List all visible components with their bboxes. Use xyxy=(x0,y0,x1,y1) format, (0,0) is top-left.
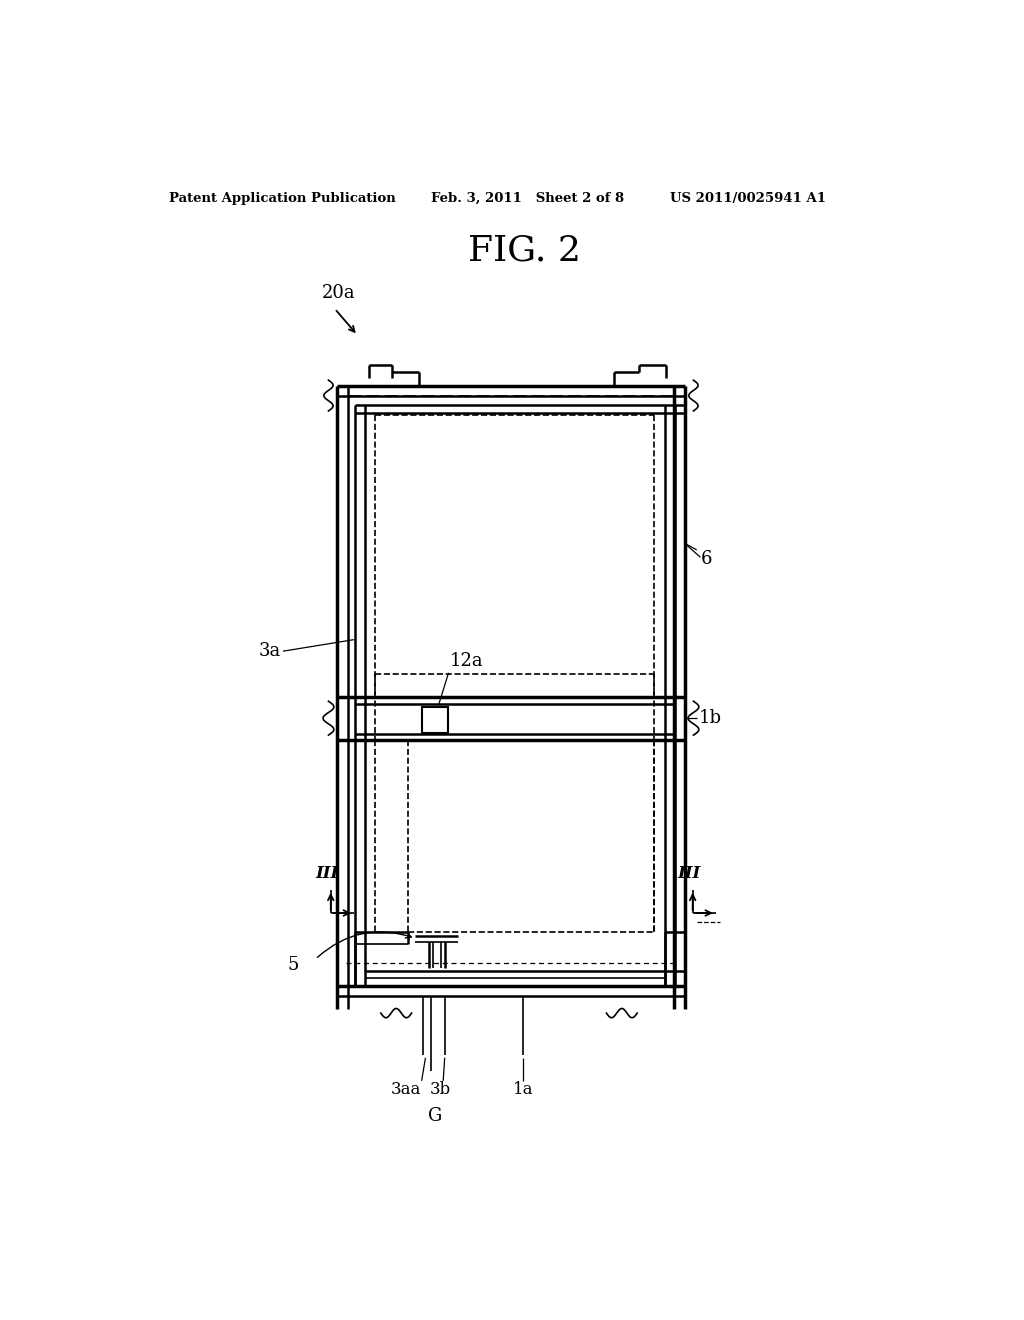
Text: III: III xyxy=(315,865,339,882)
Text: Patent Application Publication: Patent Application Publication xyxy=(169,191,396,205)
Text: 5: 5 xyxy=(287,957,298,974)
Text: 3a: 3a xyxy=(258,643,281,660)
Text: 1b: 1b xyxy=(698,709,722,727)
Bar xyxy=(422,706,447,733)
Text: FIG. 2: FIG. 2 xyxy=(468,234,582,268)
Text: 3b: 3b xyxy=(429,1081,451,1098)
Text: 12a: 12a xyxy=(451,652,483,671)
Text: 3aa: 3aa xyxy=(391,1081,422,1098)
Text: III: III xyxy=(677,865,700,882)
Text: US 2011/0025941 A1: US 2011/0025941 A1 xyxy=(670,191,825,205)
Text: Feb. 3, 2011   Sheet 2 of 8: Feb. 3, 2011 Sheet 2 of 8 xyxy=(431,191,624,205)
Text: 6: 6 xyxy=(700,550,712,568)
Text: 1a: 1a xyxy=(513,1081,534,1098)
Text: G: G xyxy=(428,1107,441,1125)
Text: 20a: 20a xyxy=(322,284,355,302)
